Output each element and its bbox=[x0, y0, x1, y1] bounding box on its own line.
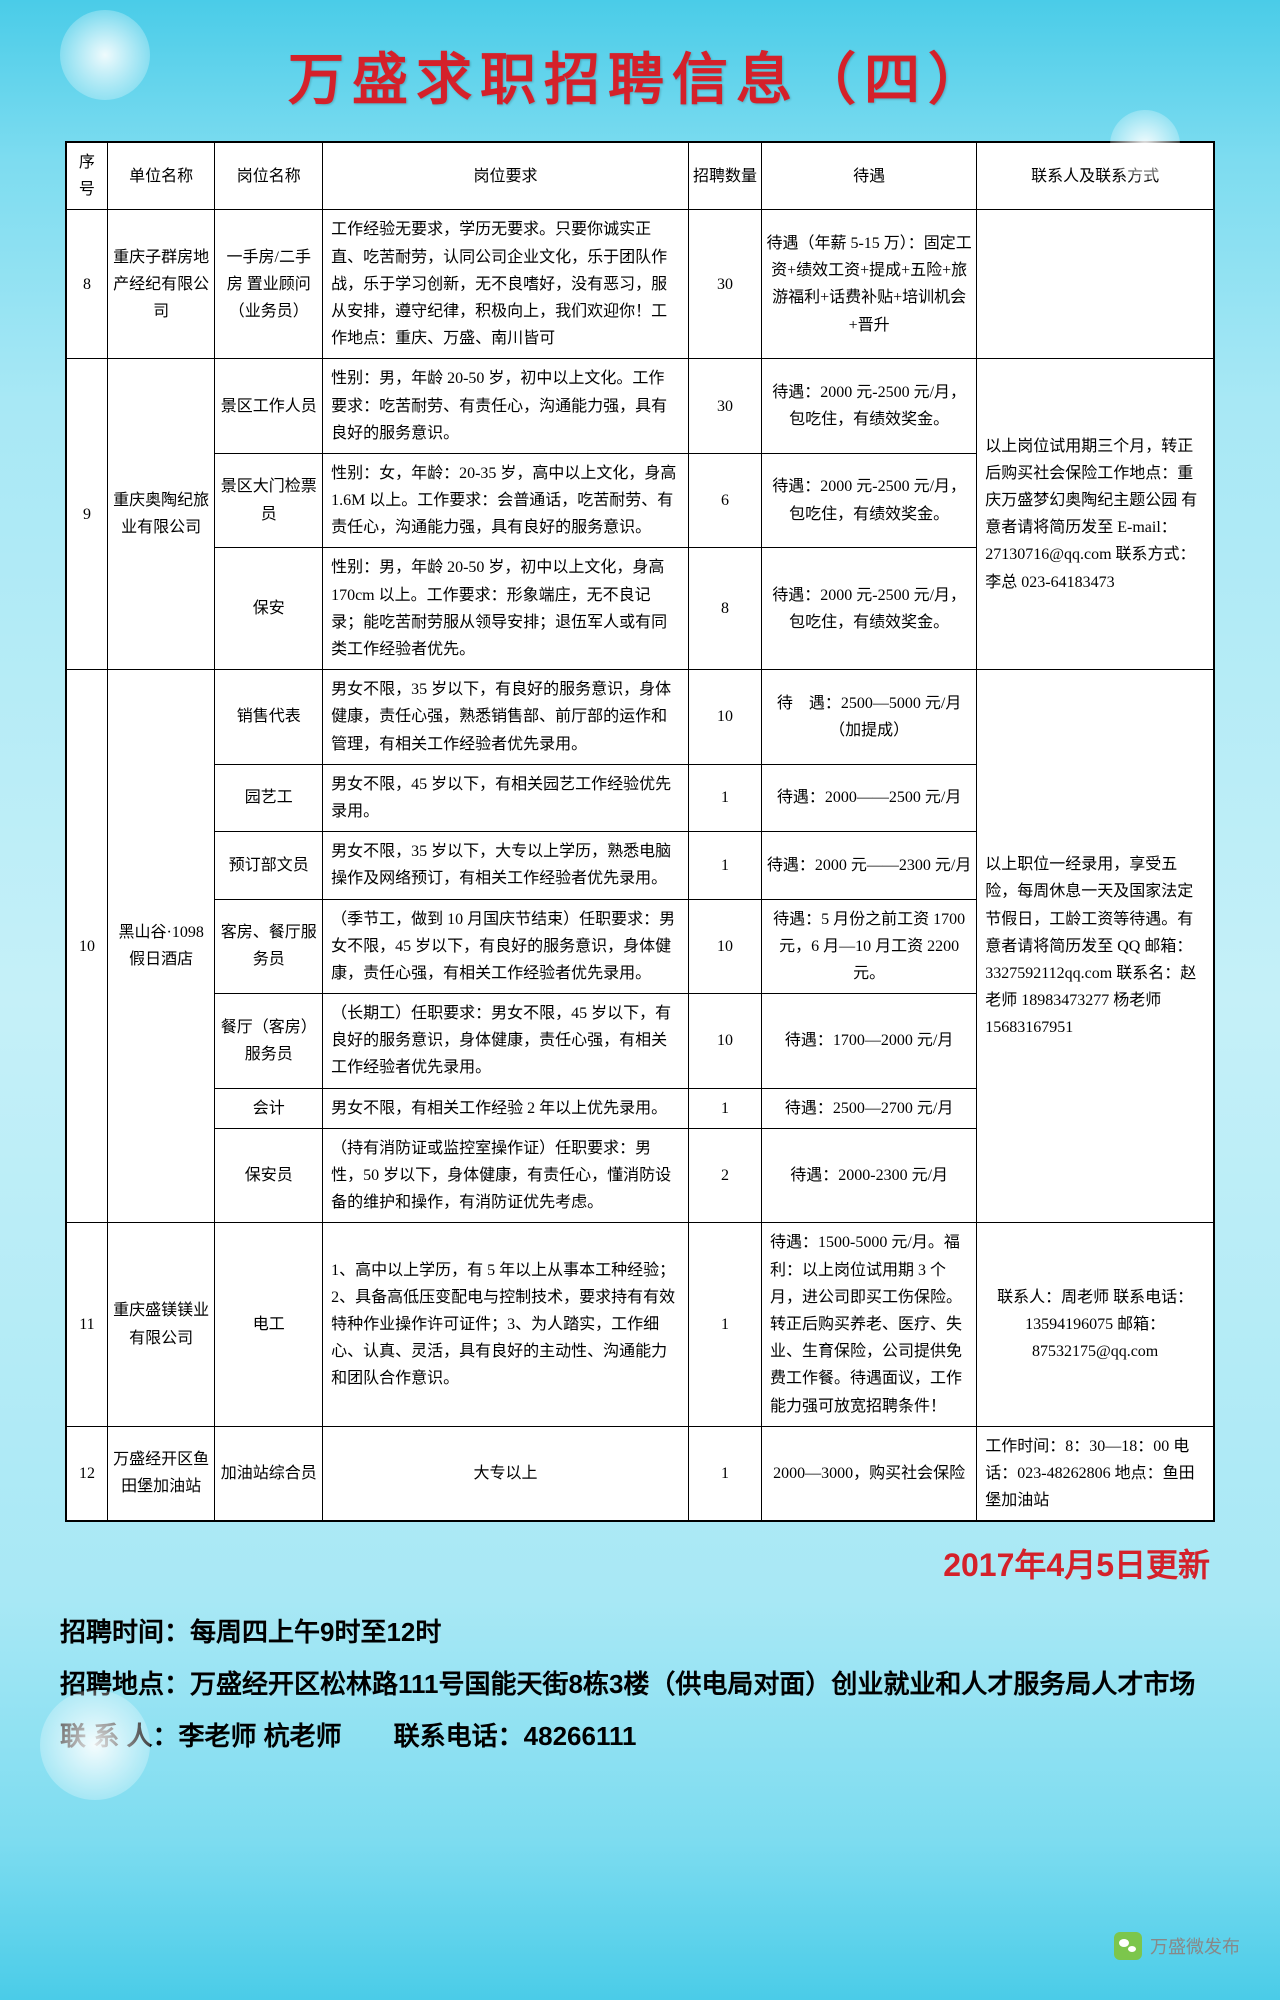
cell-pay: 待遇：2500—2700 元/月 bbox=[762, 1088, 977, 1128]
cell-contact bbox=[977, 210, 1214, 359]
cell-pos: 园艺工 bbox=[215, 764, 323, 831]
cell-num: 2 bbox=[688, 1128, 761, 1223]
cell-pos: 销售代表 bbox=[215, 670, 323, 765]
footer: 招聘时间：每周四上午9时至12时 招聘地点：万盛经开区松林路111号国能天街8栋… bbox=[60, 1606, 1220, 1762]
cell-pos: 餐厅（客房）服务员 bbox=[215, 994, 323, 1089]
cell-req: 工作经验无要求，学历无要求。只要你诚实正直、吃苦耐劳，认同公司企业文化，乐于团队… bbox=[323, 210, 689, 359]
cell-req: （长期工）任职要求：男女不限，45 岁以下，有良好的服务意识，身体健康，责任心强… bbox=[323, 994, 689, 1089]
cell-req: 男女不限，45 岁以下，有相关园艺工作经验优先录用。 bbox=[323, 764, 689, 831]
footer-time: 招聘时间：每周四上午9时至12时 bbox=[60, 1606, 1220, 1658]
cell-contact: 以上职位一经录用，享受五险，每周休息一天及国家法定节假日，工龄工资等待遇。有意者… bbox=[977, 670, 1214, 1223]
table-row: 9 重庆奥陶纪旅业有限公司 景区工作人员 性别：男，年龄 20-50 岁，初中以… bbox=[67, 359, 1214, 454]
cell-pos: 预订部文员 bbox=[215, 832, 323, 899]
cell-pay: 待遇：2000 元-2500 元/月，包吃住，有绩效奖金。 bbox=[762, 453, 977, 548]
cell-pos: 电工 bbox=[215, 1223, 323, 1426]
wechat-badge: 万盛微发布 bbox=[1114, 1932, 1240, 1960]
th-idx: 序号 bbox=[67, 143, 108, 210]
cell-req: 1、高中以上学历，有 5 年以上从事本工种经验；2、具备高低压变配电与控制技术，… bbox=[323, 1223, 689, 1426]
cell-idx: 11 bbox=[67, 1223, 108, 1426]
table-row: 10 黑山谷·1098假日酒店 销售代表 男女不限，35 岁以下，有良好的服务意… bbox=[67, 670, 1214, 765]
cell-pay: 待遇（年薪 5-15 万）：固定工资+绩效工资+提成+五险+旅游福利+话费补贴+… bbox=[762, 210, 977, 359]
cell-req: 性别：男，年龄 20-50 岁，初中以上文化，身高 170cm 以上。工作要求：… bbox=[323, 548, 689, 670]
th-org: 单位名称 bbox=[107, 143, 215, 210]
cell-pos: 一手房/二手房 置业顾问（业务员） bbox=[215, 210, 323, 359]
cell-num: 1 bbox=[688, 764, 761, 831]
cell-org: 重庆奥陶纪旅业有限公司 bbox=[107, 359, 215, 670]
cell-pay: 待遇：2000-2300 元/月 bbox=[762, 1128, 977, 1223]
cell-num: 30 bbox=[688, 359, 761, 454]
cell-pay: 待遇：2000 元——2300 元/月 bbox=[762, 832, 977, 899]
cell-org: 黑山谷·1098假日酒店 bbox=[107, 670, 215, 1223]
cell-req: 大专以上 bbox=[323, 1426, 689, 1521]
cell-num: 30 bbox=[688, 210, 761, 359]
cell-pay: 待遇：5 月份之前工资 1700 元，6 月—10 月工资 2200 元。 bbox=[762, 899, 977, 994]
cell-num: 10 bbox=[688, 899, 761, 994]
cell-pay: 2000—3000，购买社会保险 bbox=[762, 1426, 977, 1521]
cell-req: 性别：女，年龄：20-35 岁，高中以上文化，身高 1.6M 以上。工作要求：会… bbox=[323, 453, 689, 548]
cell-contact: 以上岗位试用期三个月，转正后购买社会保险工作地点：重庆万盛梦幻奥陶纪主题公园 有… bbox=[977, 359, 1214, 670]
footer-address: 招聘地点：万盛经开区松林路111号国能天街8栋3楼（供电局对面）创业就业和人才服… bbox=[60, 1658, 1220, 1710]
cell-num: 8 bbox=[688, 548, 761, 670]
wechat-name: 万盛微发布 bbox=[1150, 1933, 1240, 1959]
job-table: 序号 单位名称 岗位名称 岗位要求 招聘数量 待遇 联系人及联系方式 8 重庆子… bbox=[66, 142, 1214, 1521]
th-num: 招聘数量 bbox=[688, 143, 761, 210]
cell-pos: 保安 bbox=[215, 548, 323, 670]
cell-org: 重庆子群房地产经纪有限公司 bbox=[107, 210, 215, 359]
cell-req: 男女不限，35 岁以下，大专以上学历，熟悉电脑操作及网络预订，有相关工作经验者优… bbox=[323, 832, 689, 899]
wechat-icon bbox=[1114, 1932, 1142, 1960]
cell-pay: 待遇：2000 元-2500 元/月，包吃住，有绩效奖金。 bbox=[762, 548, 977, 670]
cell-pos: 景区大门检票员 bbox=[215, 453, 323, 548]
cell-contact: 联系人：周老师 联系电话：13594196075 邮箱：87532175@qq.… bbox=[977, 1223, 1214, 1426]
job-table-container: 序号 单位名称 岗位名称 岗位要求 招聘数量 待遇 联系人及联系方式 8 重庆子… bbox=[65, 141, 1215, 1522]
cell-req: 男女不限，35 岁以下，有良好的服务意识，身体健康，责任心强，熟悉销售部、前厅部… bbox=[323, 670, 689, 765]
cell-pay: 待遇：2000——2500 元/月 bbox=[762, 764, 977, 831]
th-req: 岗位要求 bbox=[323, 143, 689, 210]
cell-num: 1 bbox=[688, 832, 761, 899]
table-row: 11 重庆盛镁镁业有限公司 电工 1、高中以上学历，有 5 年以上从事本工种经验… bbox=[67, 1223, 1214, 1426]
cell-num: 10 bbox=[688, 994, 761, 1089]
cell-org: 万盛经开区鱼田堡加油站 bbox=[107, 1426, 215, 1521]
th-contact: 联系人及联系方式 bbox=[977, 143, 1214, 210]
cell-pos: 景区工作人员 bbox=[215, 359, 323, 454]
cell-contact: 工作时间：8：30—18：00 电话：023-48262806 地点：鱼田堡加油… bbox=[977, 1426, 1214, 1521]
cell-num: 1 bbox=[688, 1223, 761, 1426]
cell-pos: 保安员 bbox=[215, 1128, 323, 1223]
th-pos: 岗位名称 bbox=[215, 143, 323, 210]
cell-pos: 客房、餐厅服务员 bbox=[215, 899, 323, 994]
cell-pay: 待遇：1500-5000 元/月。福利：以上岗位试用期 3 个月，进公司即买工伤… bbox=[762, 1223, 977, 1426]
cell-num: 1 bbox=[688, 1088, 761, 1128]
cell-num: 6 bbox=[688, 453, 761, 548]
th-pay: 待遇 bbox=[762, 143, 977, 210]
cell-pay: 待遇：2000 元-2500 元/月，包吃住，有绩效奖金。 bbox=[762, 359, 977, 454]
cell-req: （持有消防证或监控室操作证）任职要求：男性，50 岁以下，身体健康，有责任心，懂… bbox=[323, 1128, 689, 1223]
cell-pos: 加油站综合员 bbox=[215, 1426, 323, 1521]
page-title: 万盛求职招聘信息（四） bbox=[0, 0, 1280, 141]
cell-idx: 10 bbox=[67, 670, 108, 1223]
cell-num: 10 bbox=[688, 670, 761, 765]
update-date: 2017年4月5日更新 bbox=[0, 1540, 1210, 1586]
cell-num: 1 bbox=[688, 1426, 761, 1521]
cell-org: 重庆盛镁镁业有限公司 bbox=[107, 1223, 215, 1426]
footer-contact: 联 系 人：李老师 杭老师 联系电话：48266111 bbox=[60, 1710, 1220, 1762]
cell-pay: 待 遇：2500—5000 元/月（加提成） bbox=[762, 670, 977, 765]
cell-idx: 8 bbox=[67, 210, 108, 359]
cell-idx: 12 bbox=[67, 1426, 108, 1521]
cell-pos: 会计 bbox=[215, 1088, 323, 1128]
cell-req: 男女不限，有相关工作经验 2 年以上优先录用。 bbox=[323, 1088, 689, 1128]
cell-pay: 待遇：1700—2000 元/月 bbox=[762, 994, 977, 1089]
table-row: 12 万盛经开区鱼田堡加油站 加油站综合员 大专以上 1 2000—3000，购… bbox=[67, 1426, 1214, 1521]
cell-idx: 9 bbox=[67, 359, 108, 670]
table-row: 8 重庆子群房地产经纪有限公司 一手房/二手房 置业顾问（业务员） 工作经验无要… bbox=[67, 210, 1214, 359]
cell-req: （季节工，做到 10 月国庆节结束）任职要求：男女不限，45 岁以下，有良好的服… bbox=[323, 899, 689, 994]
cell-req: 性别：男，年龄 20-50 岁，初中以上文化。工作要求：吃苦耐劳、有责任心，沟通… bbox=[323, 359, 689, 454]
